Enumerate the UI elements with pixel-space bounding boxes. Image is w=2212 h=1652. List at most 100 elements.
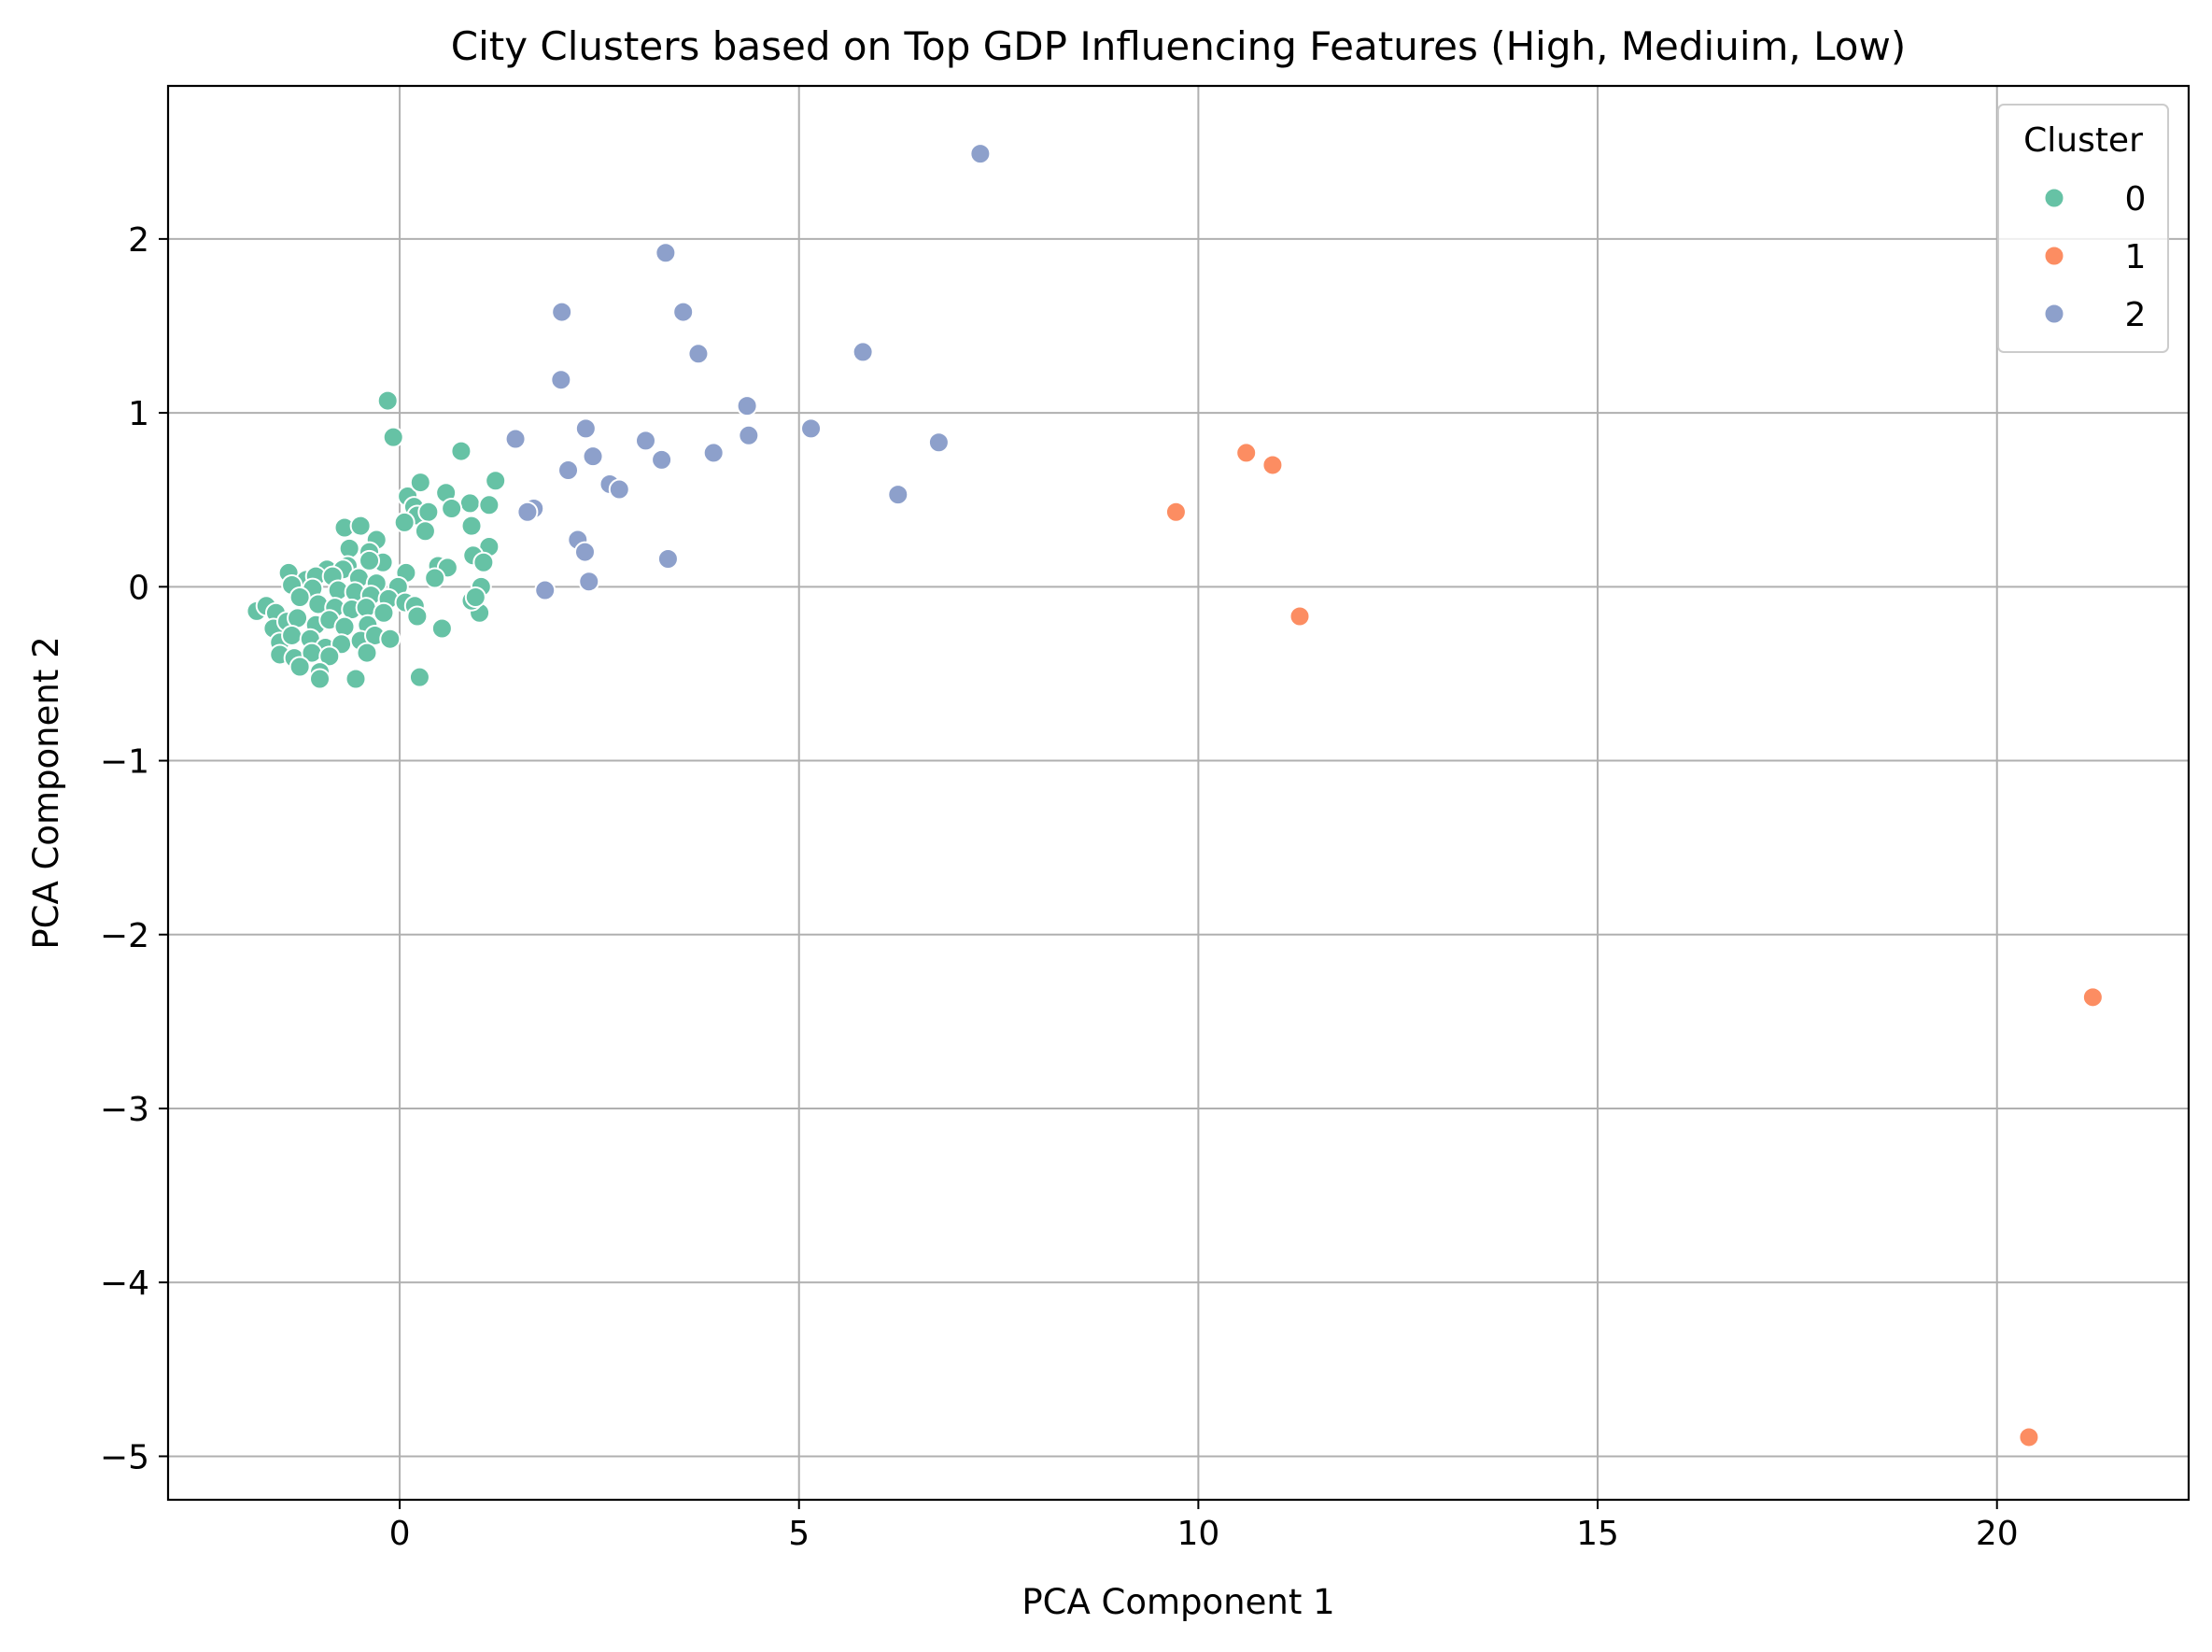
plot-frame [166, 84, 2191, 1502]
data-point [702, 442, 725, 464]
data-point [281, 624, 303, 646]
x-tick-label: 0 [389, 1515, 411, 1553]
data-point [2081, 986, 2104, 1009]
data-point [582, 445, 604, 468]
data-point [430, 617, 453, 640]
data-point [458, 492, 481, 515]
legend-items: 0 1 2 [2043, 180, 2147, 334]
x-axis-label: PCA Component 1 [1021, 1582, 1334, 1622]
data-point [651, 448, 673, 471]
data-points [246, 143, 2104, 1448]
series-1-points [1164, 442, 2104, 1448]
data-point [2018, 1426, 2040, 1448]
x-tick-label: 20 [1976, 1515, 2019, 1553]
chart-title: City Clusters based on Top GDP Influenci… [451, 23, 1906, 69]
data-point [1164, 501, 1187, 523]
axis-ticks: 0 5 10 15 20 −5 −4 −3 −2 −1 0 1 2 [100, 221, 2019, 1553]
y-tick-label: 1 [128, 395, 149, 433]
data-point [406, 605, 429, 628]
data-point [393, 511, 416, 533]
legend-title: Cluster [2023, 121, 2143, 160]
data-point [333, 615, 356, 638]
data-point [382, 426, 404, 448]
data-point [460, 515, 483, 537]
data-point [557, 459, 580, 482]
data-point [656, 548, 679, 571]
legend-item-0: 0 [2043, 180, 2147, 219]
data-point [573, 541, 596, 563]
data-point [408, 666, 430, 688]
data-point [485, 470, 507, 492]
data-point [450, 440, 472, 462]
data-point [424, 567, 446, 589]
data-point [309, 668, 331, 690]
series-0-points [246, 389, 507, 690]
data-point [359, 549, 381, 572]
y-tick-label: 2 [128, 221, 149, 260]
data-point [687, 343, 710, 365]
data-point [373, 601, 395, 624]
legend-marker [2043, 245, 2065, 267]
data-point [887, 484, 909, 506]
legend: Cluster 0 1 2 [1997, 104, 2169, 353]
legend-item-1: 1 [2043, 238, 2147, 276]
data-point [738, 424, 760, 446]
y-tick-label: −5 [100, 1438, 149, 1476]
data-point [969, 143, 992, 165]
y-tick-label: −4 [100, 1264, 149, 1303]
legend-item-2: 2 [2043, 296, 2147, 334]
grid-lines [168, 86, 2189, 1500]
data-point [736, 395, 758, 417]
data-point [409, 472, 431, 494]
data-point [289, 586, 311, 608]
legend-label: 2 [2125, 296, 2147, 334]
data-point [417, 501, 440, 523]
data-point [356, 642, 378, 664]
x-tick-label: 10 [1176, 1515, 1219, 1553]
data-point [927, 431, 950, 454]
data-point [464, 586, 486, 608]
data-point [534, 579, 557, 601]
data-point [318, 645, 341, 668]
data-point [376, 389, 399, 412]
data-point [472, 551, 495, 573]
y-axis-label: PCA Component 2 [26, 636, 66, 949]
series-2-points [504, 143, 992, 601]
data-point [672, 301, 695, 323]
data-point [345, 668, 367, 690]
data-point [550, 369, 572, 391]
data-point [634, 430, 656, 452]
data-point [478, 494, 500, 516]
x-tick-label: 15 [1576, 1515, 1619, 1553]
y-tick-label: −3 [100, 1091, 149, 1129]
data-point [441, 498, 463, 520]
data-point [574, 417, 597, 440]
legend-label: 0 [2125, 180, 2147, 219]
data-point [551, 301, 573, 323]
data-point [1289, 605, 1311, 628]
data-point [578, 571, 600, 593]
legend-frame [1997, 104, 2169, 353]
data-point [800, 417, 823, 440]
data-point [852, 341, 874, 363]
data-point [349, 515, 372, 537]
data-point [379, 628, 402, 650]
data-point [1235, 442, 1258, 464]
data-point [1261, 454, 1284, 476]
y-tick-label: 0 [128, 569, 149, 607]
data-point [504, 428, 527, 450]
data-point [414, 520, 436, 543]
y-tick-label: −2 [100, 917, 149, 955]
data-point [289, 656, 311, 678]
legend-marker [2043, 303, 2065, 325]
data-point [608, 478, 630, 501]
legend-label: 1 [2125, 238, 2147, 276]
data-point [516, 501, 539, 523]
y-tick-label: −1 [100, 743, 149, 782]
data-point [655, 242, 677, 264]
legend-marker [2043, 187, 2065, 209]
x-tick-label: 5 [788, 1515, 810, 1553]
